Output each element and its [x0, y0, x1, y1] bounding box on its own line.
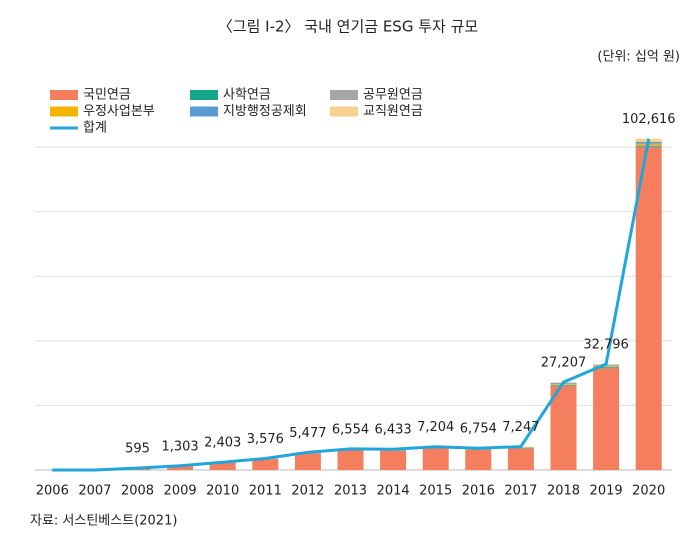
legend-swatch	[190, 107, 218, 117]
x-tick-label: 2009	[164, 484, 197, 499]
x-tick-label: 2010	[206, 484, 239, 499]
legend-swatch	[190, 90, 218, 100]
data-label: 6,754	[460, 422, 497, 437]
x-tick-label: 2014	[377, 484, 410, 499]
bar-segment	[423, 448, 449, 470]
legend-swatch	[330, 90, 358, 100]
x-tick-label: 2008	[121, 484, 154, 499]
legend-label: 공무원연금	[363, 88, 423, 103]
x-tick-label: 2007	[78, 484, 111, 499]
legend-swatch	[50, 107, 78, 117]
legend-label: 사학연금	[223, 88, 271, 103]
bar-segment	[252, 459, 278, 470]
legend-label: 지방행정공제회	[223, 103, 307, 119]
bar-segment	[636, 147, 662, 470]
legend-label: 합계	[83, 121, 107, 136]
data-label: 7,247	[502, 420, 539, 435]
data-label: 7,204	[417, 420, 454, 435]
data-label: 5,477	[289, 426, 326, 441]
bar-segment	[508, 448, 534, 470]
unit-note: (단위: 십억 원)	[597, 50, 680, 65]
x-tick-label: 2019	[590, 484, 623, 499]
bar-segment	[338, 450, 364, 470]
legend-label: 국민연금	[83, 88, 131, 103]
x-tick-label: 2013	[334, 484, 367, 499]
data-label: 1,303	[161, 439, 198, 454]
bar-segment	[465, 450, 491, 470]
data-label: 102,616	[622, 112, 676, 127]
x-tick-label: 2015	[419, 484, 452, 499]
chart-title: 〈그림 Ⅰ-2〉 국내 연기금 ESG 투자 규모	[218, 18, 479, 36]
bar-segment	[295, 454, 321, 470]
legend-label: 교직원연금	[363, 104, 423, 119]
x-tick-label: 2016	[462, 484, 495, 499]
data-label: 3,576	[247, 432, 284, 447]
legend-swatch	[50, 90, 78, 100]
x-tick-label: 2012	[291, 484, 324, 499]
data-label: 6,433	[374, 423, 411, 438]
legend-swatch	[330, 107, 358, 117]
bar-segment	[551, 385, 577, 386]
data-label: 595	[125, 442, 150, 457]
bar-segment	[593, 368, 619, 470]
x-tick-label: 2006	[36, 484, 69, 499]
data-label: 32,796	[583, 338, 629, 353]
source-note: 자료: 서스틴베스트(2021)	[30, 514, 177, 529]
legend-label: 우정사업본부	[83, 104, 155, 119]
data-label: 6,554	[332, 422, 369, 437]
bar-segment	[380, 451, 406, 470]
data-label: 2,403	[204, 436, 241, 451]
x-tick-label: 2017	[504, 484, 537, 499]
x-tick-label: 2020	[632, 484, 665, 499]
x-tick-label: 2011	[249, 484, 282, 499]
x-tick-label: 2018	[547, 484, 580, 499]
bar-segment	[551, 386, 577, 470]
data-label: 27,207	[541, 356, 587, 371]
